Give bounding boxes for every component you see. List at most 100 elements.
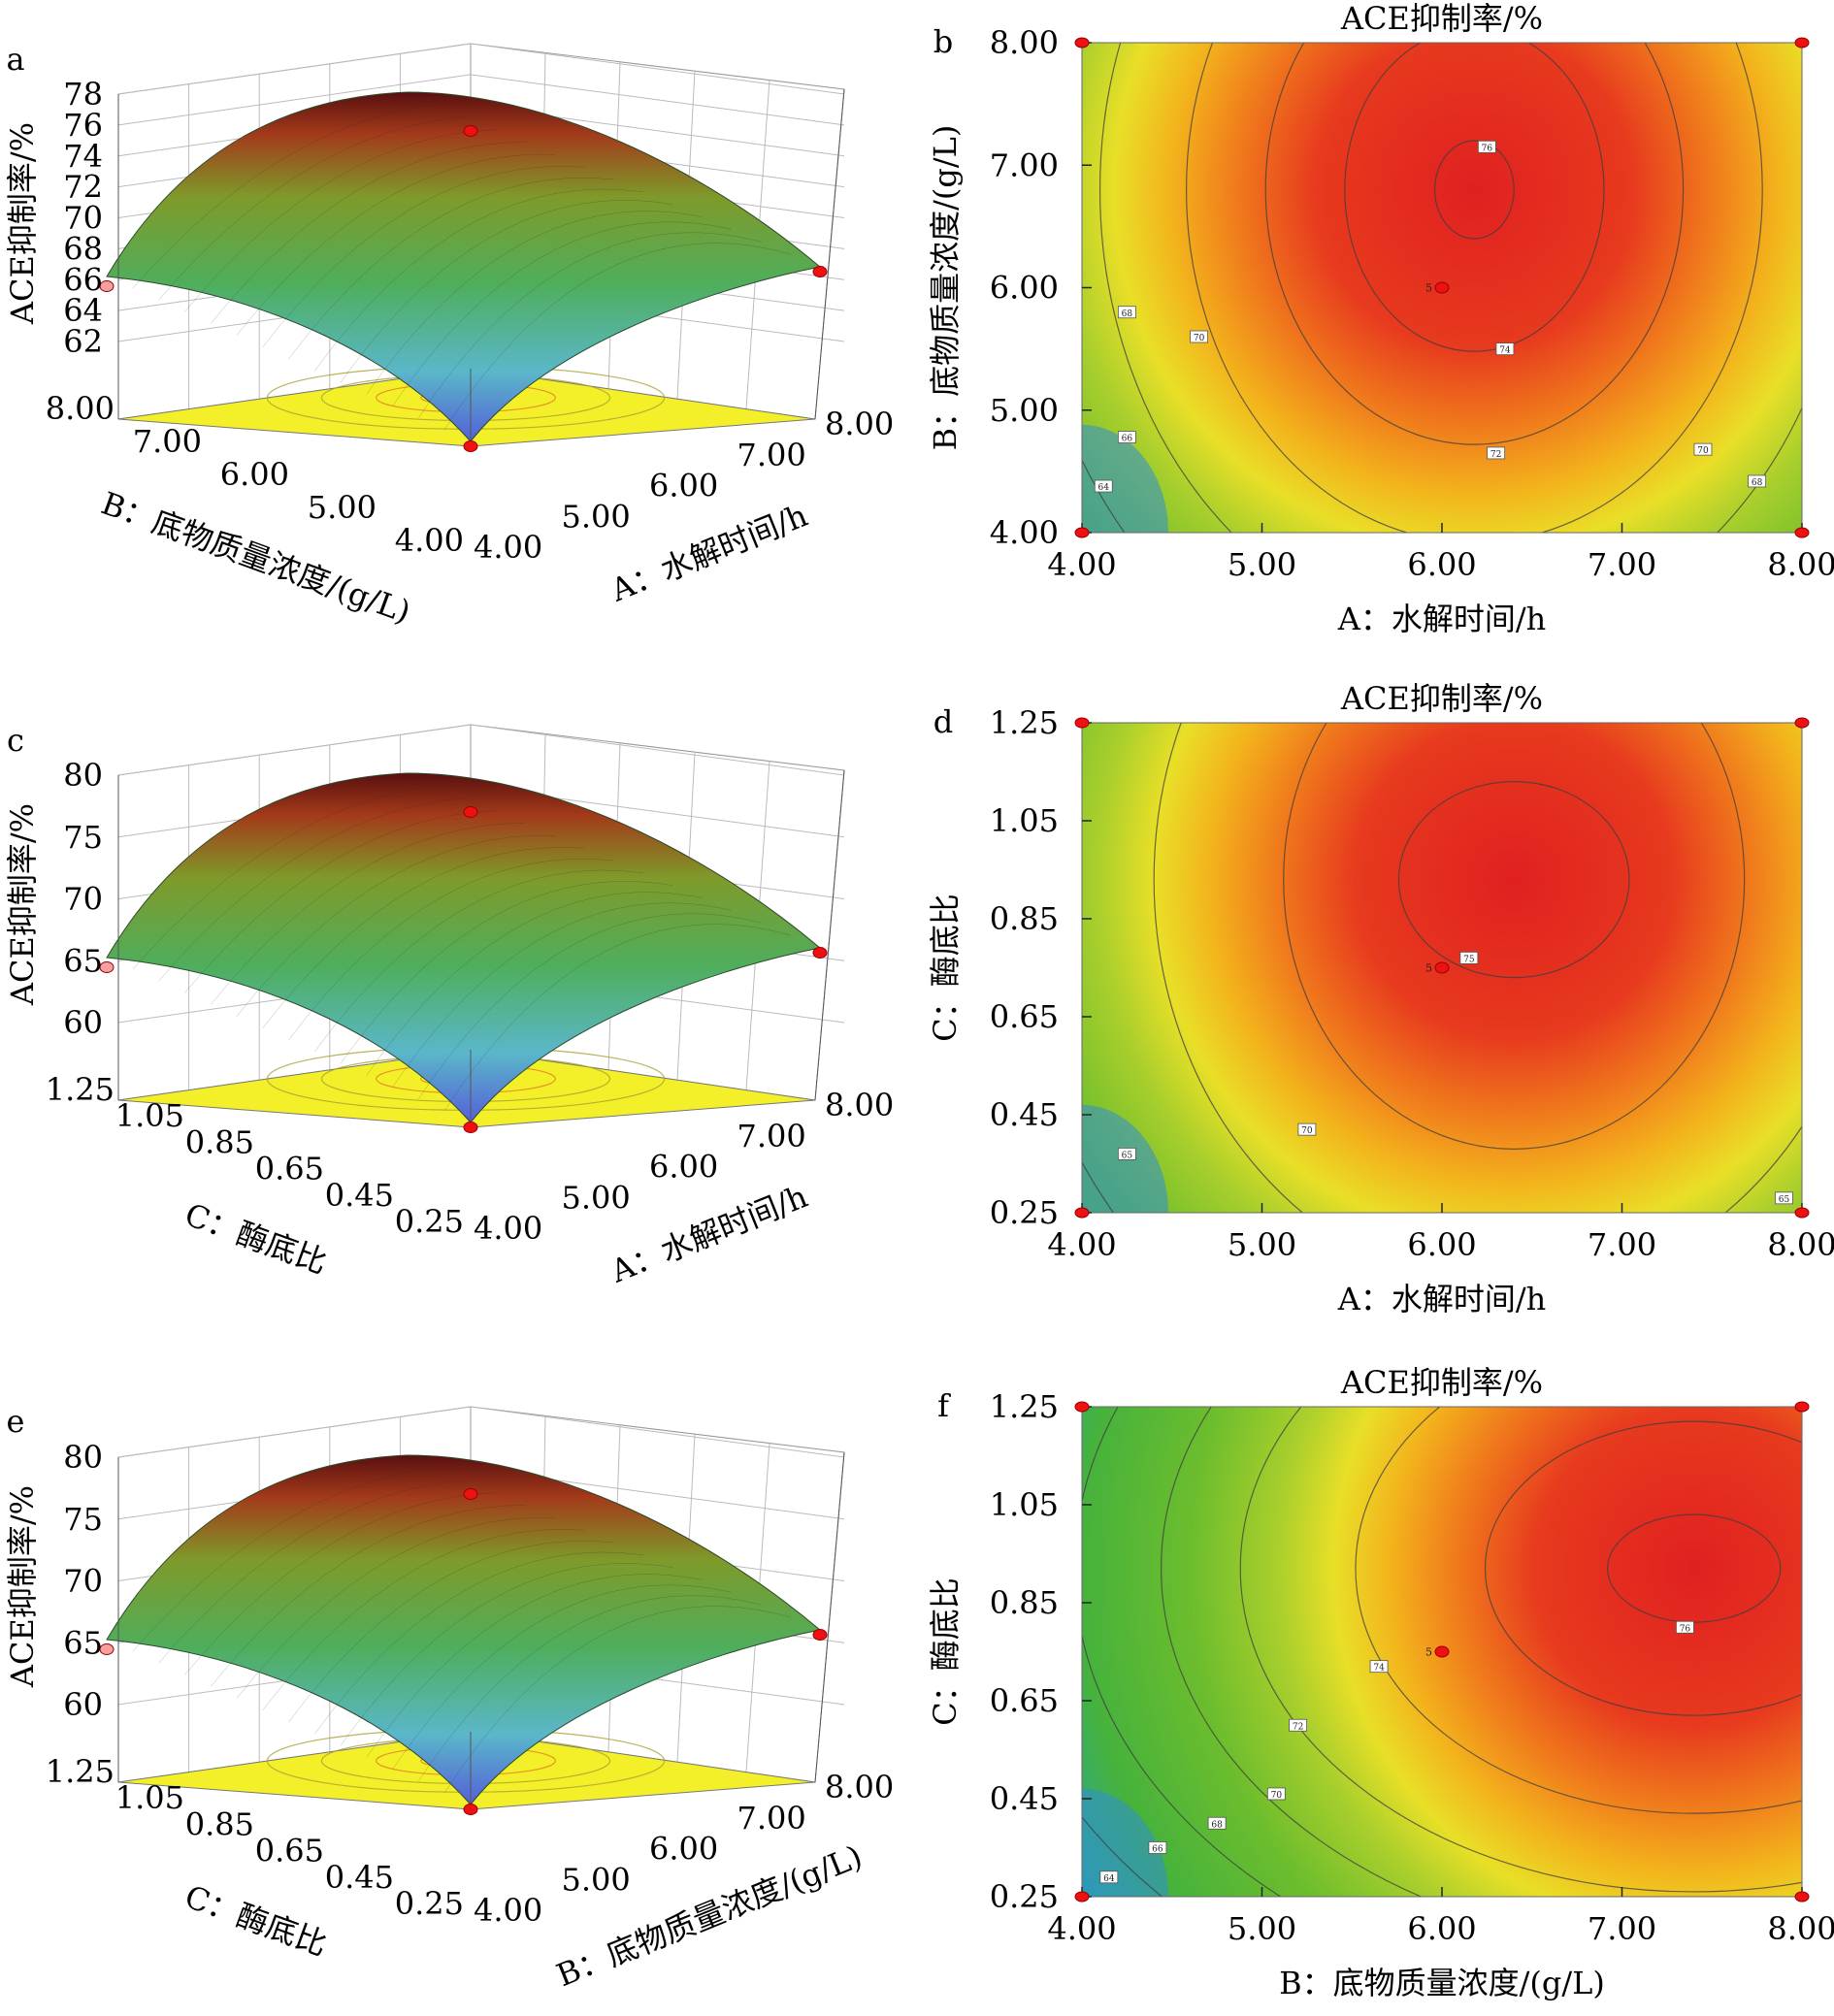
contour-value-label: 64 xyxy=(1098,483,1110,493)
surface-mesh-line xyxy=(262,847,585,1029)
surface-mesh-line xyxy=(236,1516,555,1699)
contour-value-label: 65 xyxy=(1122,1151,1133,1160)
design-point xyxy=(1074,37,1090,49)
z-tick-label: 75 xyxy=(63,1501,103,1538)
panel-letter: b xyxy=(933,23,953,60)
design-point xyxy=(1074,1891,1090,1902)
x-tick-label: 4.00 xyxy=(1047,1226,1116,1263)
x-tick-label: 7.00 xyxy=(737,1800,806,1837)
y-tick-label: 5.00 xyxy=(990,392,1059,429)
surface-mesh-line xyxy=(366,1574,703,1758)
design-point xyxy=(812,947,828,959)
center-point-label: 5 xyxy=(1425,962,1432,975)
y-tick-label: 1.05 xyxy=(990,802,1059,839)
y-tick-label: 6.00 xyxy=(220,456,289,493)
y-tick-label: 0.45 xyxy=(990,1096,1059,1133)
z-tick-label: 60 xyxy=(63,1004,103,1041)
y-tick-label: 0.45 xyxy=(325,1177,394,1214)
box-edge xyxy=(814,88,845,420)
x-tick-label: 7.00 xyxy=(1588,1910,1656,1947)
contour-value-box xyxy=(1148,1841,1167,1854)
contour-value-box xyxy=(1369,1660,1389,1674)
center-point xyxy=(1434,961,1450,974)
y-tick-label: 7.00 xyxy=(133,423,202,460)
y-tick-label: 0.85 xyxy=(185,1805,254,1842)
z-tick-label: 76 xyxy=(63,107,103,144)
contour-value-box xyxy=(1289,1718,1307,1732)
x-tick-label: 5.00 xyxy=(562,498,631,535)
contour-value-label: 70 xyxy=(1271,1791,1283,1801)
y-tick-label: 0.85 xyxy=(185,1123,254,1160)
contour-value-box xyxy=(1094,479,1113,493)
surface-mesh-line xyxy=(184,1492,497,1675)
contour-line xyxy=(1099,43,1802,533)
x-tick-label: 8.00 xyxy=(825,1087,894,1123)
contour-value-box xyxy=(1748,474,1767,488)
x-tick-label: 8.00 xyxy=(1767,546,1834,583)
design-point xyxy=(1794,1207,1810,1219)
x-axis-label: A：水解时间/h xyxy=(605,497,812,609)
z-tick-label: 74 xyxy=(63,138,103,175)
y-tick-label: 1.05 xyxy=(990,1486,1059,1523)
contour-value-label: 76 xyxy=(1680,1624,1691,1634)
contour-value-box xyxy=(1693,442,1713,456)
contour-value-label: 70 xyxy=(1194,334,1205,343)
contour-value-box xyxy=(1487,446,1506,460)
y-tick-label: 1.25 xyxy=(46,1071,115,1108)
x-tick-label: 5.00 xyxy=(562,1179,631,1216)
y-tick-label: 0.85 xyxy=(990,900,1059,937)
x-tick-label: 7.00 xyxy=(1588,546,1656,583)
surface-mesh-line xyxy=(444,924,791,1111)
x-tick-label: 6.00 xyxy=(1407,1910,1476,1947)
contour-value-box xyxy=(1117,306,1136,319)
grid-line xyxy=(117,1406,472,1458)
surface-mesh-line xyxy=(418,913,762,1099)
contour-value-box xyxy=(1676,1620,1694,1634)
contour-value-box xyxy=(1495,342,1515,356)
panel-letter: f xyxy=(937,1387,951,1424)
surface-mesh-line xyxy=(132,104,438,289)
z-tick-label: 70 xyxy=(63,881,103,918)
contour-value-label: 70 xyxy=(1301,1126,1313,1136)
z-tick-label: 65 xyxy=(63,942,103,979)
surface-mesh-line xyxy=(184,810,497,993)
grid-line xyxy=(117,43,472,95)
y-tick-label: 1.25 xyxy=(46,1753,115,1790)
x-tick-label: 4.00 xyxy=(1047,546,1116,583)
contour-value-box xyxy=(1207,1816,1227,1830)
x-tick-label: 4.00 xyxy=(474,529,542,566)
grid-line xyxy=(470,724,845,776)
y-tick-label: 1.25 xyxy=(990,1388,1059,1425)
y-tick-label: 7.00 xyxy=(990,146,1059,183)
y-axis-label: C：酶底比 xyxy=(927,894,964,1042)
design-point xyxy=(463,1488,478,1500)
x-tick-label: 5.00 xyxy=(1228,1910,1296,1947)
contour-value-label: 75 xyxy=(1463,955,1475,964)
design-point xyxy=(1794,717,1810,729)
design-point xyxy=(1074,717,1090,729)
z-axis-label: ACE抑制率/% xyxy=(4,1485,41,1688)
z-tick-label: 64 xyxy=(63,292,103,329)
z-tick-label: 66 xyxy=(63,261,103,298)
y-tick-label: 0.25 xyxy=(395,1203,464,1240)
x-axis-label: A：水解时间/h xyxy=(605,1178,812,1290)
design-point xyxy=(99,280,115,292)
grid-line xyxy=(470,43,845,95)
surface-mesh-line xyxy=(340,881,673,1064)
panel-letter: a xyxy=(6,41,24,78)
center-point-label: 5 xyxy=(1425,1646,1432,1659)
y-tick-label: 0.65 xyxy=(255,1833,324,1870)
y-axis-label: C：酶底比 xyxy=(180,1878,332,1964)
y-tick-label: 0.65 xyxy=(990,1682,1059,1719)
contour-value-label: 70 xyxy=(1697,446,1709,456)
contour-value-label: 76 xyxy=(1482,144,1493,153)
contour-line xyxy=(1283,723,1746,1150)
surface-panel-c: 60 65 70 75 80 ACE抑制率/% 0.250.450.650.851.051.… xyxy=(4,722,894,1290)
surface-mesh-line xyxy=(210,1505,526,1687)
x-tick-label: 8.00 xyxy=(1767,1910,1834,1947)
surface-mesh-line xyxy=(210,142,526,324)
center-point xyxy=(1434,1645,1450,1658)
z-tick-label: 78 xyxy=(63,76,103,113)
x-tick-label: 7.00 xyxy=(737,437,806,473)
